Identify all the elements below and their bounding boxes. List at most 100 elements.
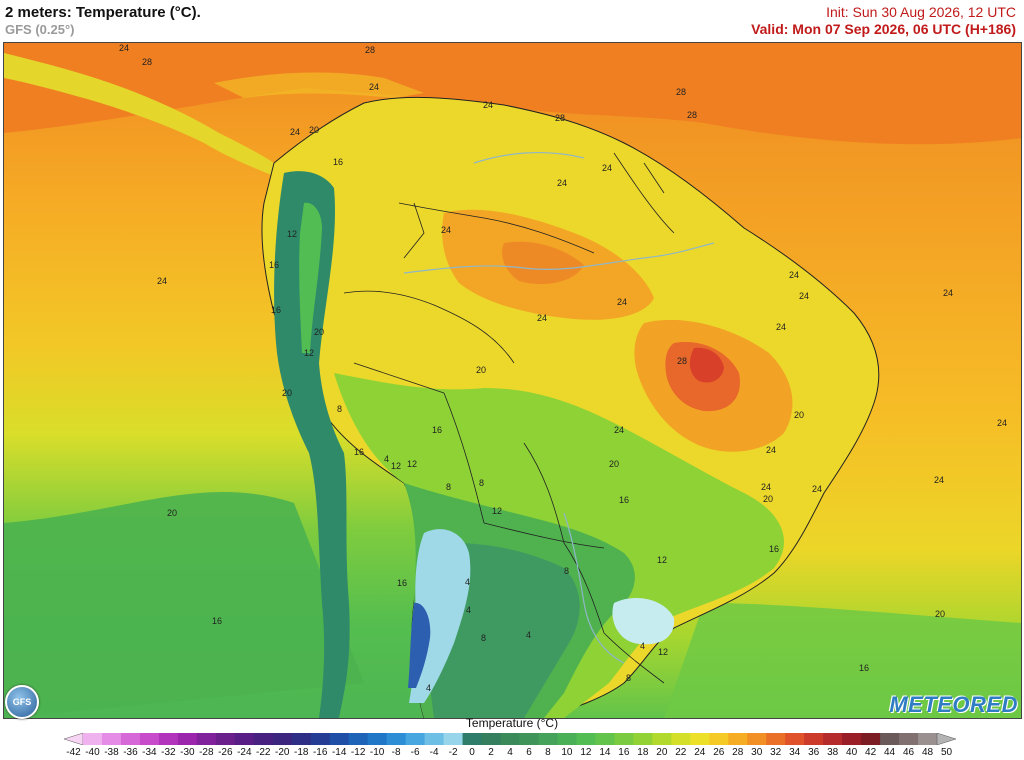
temp-label: 12 <box>658 647 668 657</box>
meteored-logo: METEORED <box>889 692 1018 717</box>
gfs-logo: GFS <box>5 685 39 719</box>
colorbar-tick-label: -14 <box>331 747 347 758</box>
sst-label: 20 <box>167 508 177 518</box>
temp-label: 24 <box>441 225 451 235</box>
colorbar-swatch <box>386 733 407 745</box>
colorbar-swatch <box>880 733 900 745</box>
colorbar-tick-label: 14 <box>599 747 611 758</box>
colorbar-tick-label: -4 <box>429 747 439 758</box>
temp-label: 4 <box>526 630 531 640</box>
temp-label: 24 <box>483 100 493 110</box>
colorbar-tick-label: -8 <box>391 747 401 758</box>
colorbar-swatch <box>709 733 729 745</box>
temp-label: 8 <box>446 482 451 492</box>
colorbar-ticks: -42 -40 -38 -36 -34 -32 -30 -28 -26 -24 -22 -20 -18-… <box>0 747 1024 760</box>
temp-label: 28 <box>677 356 687 366</box>
temp-label: 24 <box>537 313 547 323</box>
colorbar-tick-label: 30 <box>751 747 763 758</box>
colorbar-tick-label: -24 <box>237 747 252 758</box>
colorbar-tick-label: 12 <box>580 747 592 758</box>
temp-label: 4 <box>426 683 431 693</box>
colorbar-swatch <box>139 733 160 745</box>
colorbar-tick-label: 8 <box>545 747 551 758</box>
temp-label: 12 <box>304 348 314 358</box>
colorbar-swatch <box>899 733 919 745</box>
colorbar-tick-label: -32 <box>161 747 176 758</box>
temp-label: 24 <box>369 82 379 92</box>
colorbar-swatch <box>500 733 520 745</box>
temp-label: 24 <box>789 270 799 280</box>
south-atlantic-green <box>664 603 1021 718</box>
colorbar-swatch <box>842 733 862 745</box>
land-contour-labels: 24 24 20 24 16 24 24 24 12 16 24 24 16 2… <box>269 82 822 693</box>
colorbar-tick-label: -22 <box>256 747 271 758</box>
colorbar-swatch <box>215 733 236 745</box>
temp-label: 24 <box>557 178 567 188</box>
sst-label: 28 <box>687 110 697 120</box>
colorbar-tick-label: -16 <box>312 747 328 758</box>
colorbar-tick-label: 20 <box>656 747 668 758</box>
colorbar-swatch <box>481 733 502 745</box>
patagonia-very-cold <box>408 602 431 688</box>
colorbar-swatch <box>671 733 691 745</box>
colorbar-swatch <box>633 733 653 745</box>
colorbar-swatch <box>614 733 634 745</box>
colorbar-tick-label: 26 <box>713 747 725 758</box>
sst-label: 16 <box>769 544 779 554</box>
colorbar-swatch <box>234 733 255 745</box>
temp-label: 24 <box>602 163 612 173</box>
temp-label: 16 <box>269 260 279 270</box>
colorbar-swatch <box>291 733 312 745</box>
colorbar-swatch <box>823 733 843 745</box>
colorbar-swatch <box>177 733 198 745</box>
colorbar-swatch <box>329 733 350 745</box>
temp-label: 20 <box>476 365 486 375</box>
colorbar-tick-label: -10 <box>369 747 385 758</box>
sst-label: 28 <box>142 57 152 67</box>
sst-label: 28 <box>676 87 686 97</box>
colorbar-tick-label: 46 <box>902 747 915 758</box>
colorbar-title: Temperature (°C) <box>465 716 559 730</box>
colorbar-tick-label: 44 <box>884 747 896 758</box>
colorbar-tick-label: 6 <box>526 747 532 758</box>
colorbar-tick-label: 28 <box>732 747 744 758</box>
sst-label: 20 <box>763 494 773 504</box>
sst-label: 16 <box>859 663 869 673</box>
rivers <box>403 151 715 664</box>
temp-label: 8 <box>479 478 484 488</box>
central-brazil-peak <box>689 347 724 383</box>
temp-label: 24 <box>290 127 300 137</box>
temp-label: 20 <box>794 410 804 420</box>
colorbar-tick-label: -18 <box>293 747 309 758</box>
sst-label: 24 <box>119 43 129 53</box>
southern-brazil-cool <box>612 598 675 645</box>
colorbar-tick-label: 50 <box>940 747 953 758</box>
caribbean-islands <box>214 72 424 98</box>
south-pacific-green <box>4 492 364 718</box>
valid-time: Valid: Mon 07 Sep 2026, 06 UTC (H+186) <box>751 21 1016 37</box>
colorbar-tick-label: 16 <box>618 747 630 758</box>
colorbar-tick-label: 18 <box>637 747 649 758</box>
temp-label: 8 <box>564 566 569 576</box>
colorbar-swatch <box>519 733 539 745</box>
central-america <box>4 53 279 178</box>
country-borders <box>343 152 675 684</box>
colorbar-swatch <box>462 733 483 745</box>
colorbar-swatch <box>861 733 881 745</box>
temp-label: 8 <box>337 404 342 414</box>
temp-label: 20 <box>309 125 319 135</box>
colorbar-swatch <box>652 733 672 745</box>
sst-label: 12 <box>657 555 667 565</box>
temp-label: 4 <box>384 454 389 464</box>
map-canvas: 28 28 28 28 28 24 24 24 24 24 20 20 20 1… <box>4 43 1021 718</box>
colorbar-tick-label: -6 <box>410 747 420 758</box>
colorbar-swatch <box>804 733 824 745</box>
colorbar-swatch <box>120 733 141 745</box>
temp-label: 24 <box>766 445 776 455</box>
temp-label: 20 <box>314 327 324 337</box>
temp-label: 20 <box>282 388 292 398</box>
temp-label: 24 <box>812 484 822 494</box>
colorbar-swatch <box>557 733 577 745</box>
colorbar-swatch <box>443 733 464 745</box>
temp-label: 16 <box>333 157 343 167</box>
